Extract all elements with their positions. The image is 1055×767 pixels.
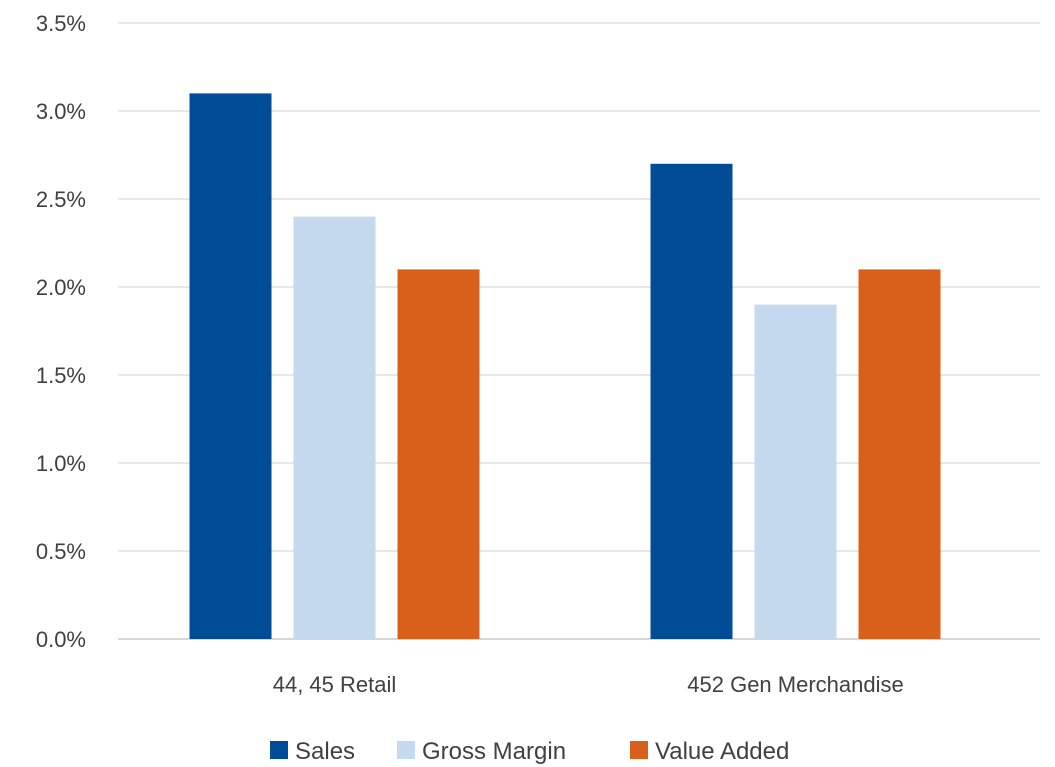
- y-tick-label: 1.5%: [36, 363, 86, 388]
- legend-label: Sales: [295, 738, 355, 765]
- y-tick-label: 2.0%: [36, 275, 86, 300]
- x-axis-category-labels: 44, 45 Retail 452 Gen Merchandise: [273, 672, 904, 697]
- legend-label: Gross Margin: [422, 738, 566, 765]
- y-tick-label: 0.0%: [36, 627, 86, 652]
- bars: [189, 93, 941, 640]
- y-tick-label: 3.5%: [36, 11, 86, 36]
- x-category-label: 452 Gen Merchandise: [687, 672, 903, 697]
- y-tick-label: 2.5%: [36, 187, 86, 212]
- legend-label: Value Added: [655, 738, 789, 765]
- gridlines: [118, 22, 1040, 640]
- bar-sales-1: [650, 163, 733, 640]
- legend-item-sales[interactable]: Sales: [270, 738, 355, 765]
- legend-swatch: [397, 741, 415, 759]
- y-axis-tick-labels: 0.0% 0.5% 1.0% 1.5% 2.0% 2.5% 3.0% 3.5%: [36, 11, 86, 652]
- bar-value-added-1: [858, 269, 941, 639]
- legend[interactable]: Sales Gross Margin Value Added: [270, 738, 789, 765]
- legend-swatch: [630, 741, 648, 759]
- y-tick-label: 0.5%: [36, 539, 86, 564]
- bar-sales-0: [189, 93, 272, 639]
- bar-gross-margin-1: [754, 304, 837, 639]
- legend-swatch: [270, 741, 288, 759]
- x-category-label: 44, 45 Retail: [273, 672, 397, 697]
- y-tick-label: 3.0%: [36, 99, 86, 124]
- y-tick-label: 1.0%: [36, 451, 86, 476]
- legend-item-value-added[interactable]: Value Added: [630, 738, 789, 765]
- legend-item-gross-margin[interactable]: Gross Margin: [397, 738, 566, 765]
- bar-gross-margin-0: [293, 216, 376, 639]
- bar-value-added-0: [397, 269, 480, 639]
